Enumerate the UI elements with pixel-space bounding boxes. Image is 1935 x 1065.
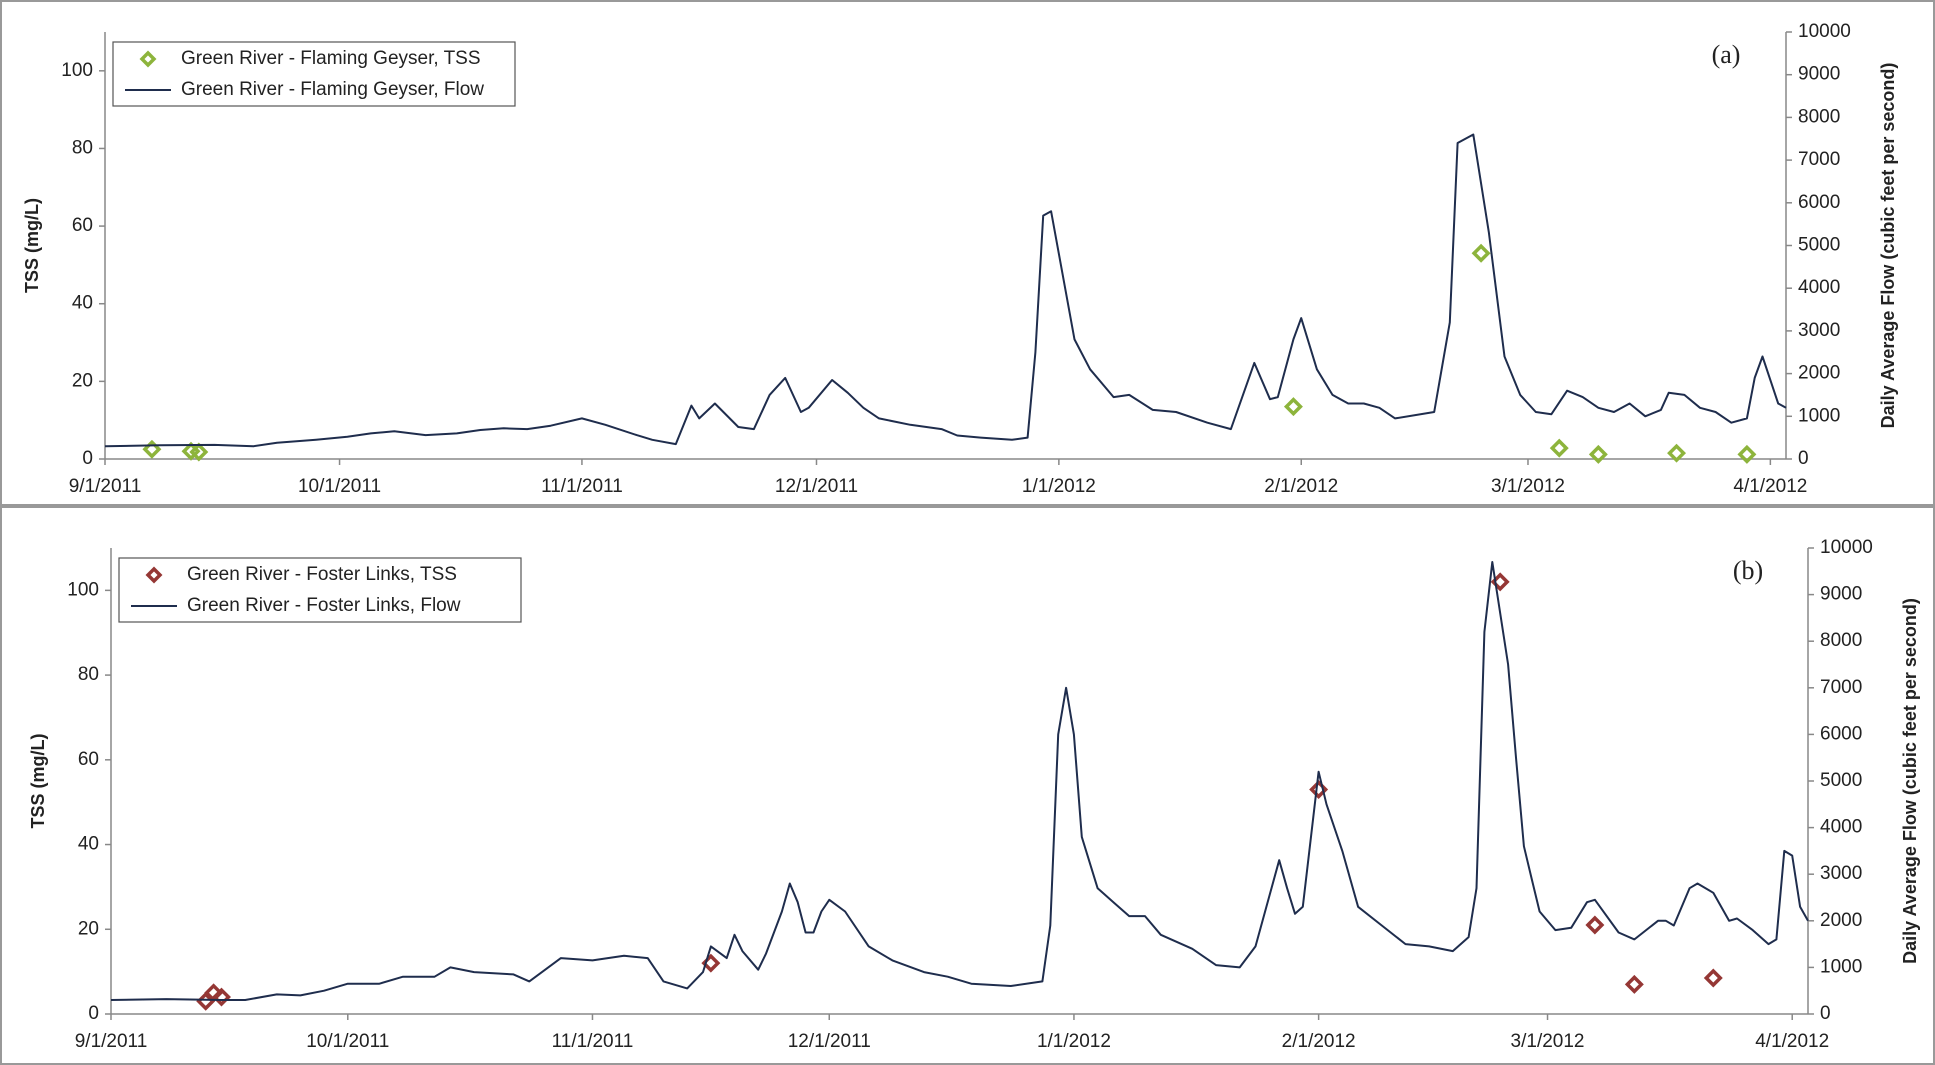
tss-marker	[1703, 968, 1723, 988]
x-tick-label: 1/1/2012	[1022, 476, 1096, 497]
y2-tick-label: 0	[1820, 1003, 1831, 1024]
y-tick-label: 80	[72, 137, 93, 158]
panel-label: (b)	[1733, 556, 1763, 585]
legend-marker	[145, 566, 163, 584]
y2-tick-label: 2000	[1798, 363, 1840, 384]
tss-marker	[1471, 243, 1491, 263]
legend-marker	[139, 50, 157, 68]
legend-label: Green River - Foster Links, TSS	[187, 564, 457, 585]
y2-tick-label: 3000	[1798, 320, 1840, 341]
x-tick-label: 1/1/2012	[1037, 1031, 1111, 1052]
tss-marker	[142, 439, 162, 459]
x-tick-label: 4/1/2012	[1755, 1031, 1829, 1052]
y2-tick-label: 6000	[1820, 723, 1862, 744]
y2-tick-label: 9000	[1798, 64, 1840, 85]
x-tick-label: 9/1/2011	[69, 476, 142, 497]
y-tick-label: 0	[82, 448, 93, 469]
panel-border	[0, 506, 1935, 1065]
x-tick-label: 10/1/2011	[298, 476, 381, 497]
tss-marker	[189, 442, 209, 462]
y-tick-label: 40	[78, 834, 99, 855]
x-tick-label: 2/1/2012	[1282, 1031, 1356, 1052]
panel-label: (a)	[1712, 40, 1741, 69]
y2-tick-label: 1000	[1798, 405, 1840, 426]
flow-line	[104, 133, 1787, 448]
panel-border	[0, 0, 1935, 506]
y2-tick-label: 4000	[1798, 277, 1840, 298]
x-tick-label: 12/1/2011	[788, 1031, 871, 1052]
y-tick-label: 0	[88, 1003, 99, 1024]
y-tick-label: 80	[78, 664, 99, 685]
legend-label: Green River - Foster Links, Flow	[187, 595, 461, 616]
y2-tick-label: 8000	[1820, 630, 1862, 651]
x-tick-label: 11/1/2011	[552, 1031, 634, 1052]
tss-marker	[1737, 444, 1757, 464]
y2-tick-label: 6000	[1798, 192, 1840, 213]
y2-axis-title: Daily Average Flow (cubic feet per secon…	[1900, 598, 1920, 964]
y2-tick-label: 5000	[1820, 770, 1862, 791]
y-tick-label: 60	[72, 215, 93, 236]
y2-tick-label: 4000	[1820, 817, 1862, 838]
y2-tick-label: 3000	[1820, 863, 1862, 884]
y2-tick-label: 1000	[1820, 956, 1862, 977]
legend-label: Green River - Flaming Geyser, Flow	[181, 79, 484, 100]
tss-marker	[1667, 443, 1687, 463]
y-tick-label: 100	[67, 579, 99, 600]
legend-box	[118, 557, 522, 623]
y2-tick-label: 9000	[1820, 584, 1862, 605]
y-axis-title: TSS (mg/L)	[28, 734, 48, 829]
tss-marker	[1283, 397, 1303, 417]
y2-tick-label: 7000	[1798, 149, 1840, 170]
y-tick-label: 100	[61, 60, 93, 81]
tss-marker	[212, 987, 231, 1007]
x-tick-label: 2/1/2012	[1264, 476, 1338, 497]
legend-label: Green River - Flaming Geyser, TSS	[181, 48, 481, 69]
y-tick-label: 20	[78, 918, 99, 939]
y-tick-label: 60	[78, 749, 99, 770]
x-tick-label: 3/1/2012	[1511, 1031, 1585, 1052]
y2-axis-title: Daily Average Flow (cubic feet per secon…	[1878, 63, 1898, 429]
y2-tick-label: 8000	[1798, 106, 1840, 127]
y2-tick-label: 10000	[1820, 537, 1873, 558]
x-tick-label: 12/1/2011	[775, 476, 858, 497]
y2-tick-label: 7000	[1820, 677, 1862, 698]
legend-box	[112, 41, 516, 107]
y2-tick-label: 5000	[1798, 235, 1840, 256]
y-tick-label: 20	[72, 370, 93, 391]
x-tick-label: 10/1/2011	[306, 1031, 389, 1052]
tss-marker	[1624, 974, 1644, 994]
tss-marker	[1588, 444, 1608, 464]
y2-tick-label: 10000	[1798, 21, 1851, 42]
y2-tick-label: 2000	[1820, 910, 1862, 931]
x-tick-label: 9/1/2011	[75, 1031, 148, 1052]
x-tick-label: 3/1/2012	[1491, 476, 1565, 497]
x-tick-label: 11/1/2011	[541, 476, 623, 497]
y2-tick-label: 0	[1798, 448, 1809, 469]
tss-marker	[1585, 915, 1605, 935]
flow-line	[110, 561, 1809, 1001]
y-tick-label: 40	[72, 293, 93, 314]
tss-marker	[1549, 438, 1569, 458]
x-tick-label: 4/1/2012	[1733, 476, 1807, 497]
y-axis-title: TSS (mg/L)	[22, 198, 42, 293]
